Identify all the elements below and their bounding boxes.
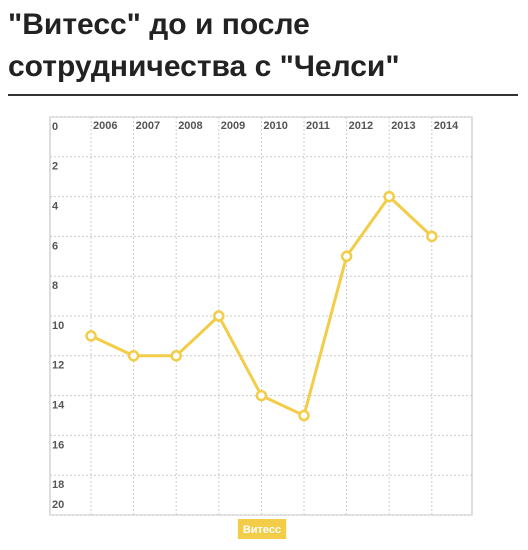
y-tick-label: 16 — [52, 439, 64, 451]
legend-label: Витесс — [243, 524, 281, 536]
legend-item: Витесс — [237, 519, 287, 539]
data-point — [170, 350, 182, 362]
x-tick-label: 2012 — [349, 120, 373, 132]
y-tick-label: 2 — [52, 161, 58, 173]
y-tick-label: 14 — [52, 400, 65, 412]
y-tick-label: 10 — [52, 320, 64, 332]
x-tick-label: 2013 — [391, 120, 415, 132]
data-point — [255, 389, 268, 402]
data-point — [298, 409, 310, 422]
y-tick-label: 20 — [52, 499, 64, 511]
data-point — [340, 250, 353, 263]
y-tick-label: 8 — [52, 280, 58, 292]
y-tick-label: 6 — [52, 240, 58, 252]
title-rule — [8, 94, 518, 96]
y-tick-label: 18 — [52, 479, 64, 491]
y-tick-label: 12 — [52, 360, 64, 372]
data-point — [85, 330, 97, 342]
chart: 0 2 4 6 8 10 12 14 16 18 20 2006 2007 2008 2009 2010 201… — [49, 116, 473, 539]
x-tick-label: 2008 — [178, 120, 202, 132]
data-point — [127, 350, 140, 362]
x-tick-label: 2011 — [306, 120, 330, 132]
y-tick-label: 4 — [52, 201, 59, 213]
legend-swatch — [237, 519, 287, 539]
x-tick-label: 2006 — [93, 120, 117, 132]
chart-title: "Витесс" до и после сотрудничества с "Че… — [8, 8, 400, 83]
x-tick-label: 2014 — [434, 120, 459, 132]
y-tick-label: 0 — [52, 121, 58, 133]
x-tick-label: 2007 — [136, 120, 160, 132]
x-tick-label: 2009 — [221, 120, 245, 132]
plot-frame — [49, 116, 473, 516]
data-point — [383, 190, 395, 203]
data-point — [426, 230, 438, 243]
x-tick-label: 2010 — [263, 120, 287, 132]
data-point — [213, 310, 225, 322]
